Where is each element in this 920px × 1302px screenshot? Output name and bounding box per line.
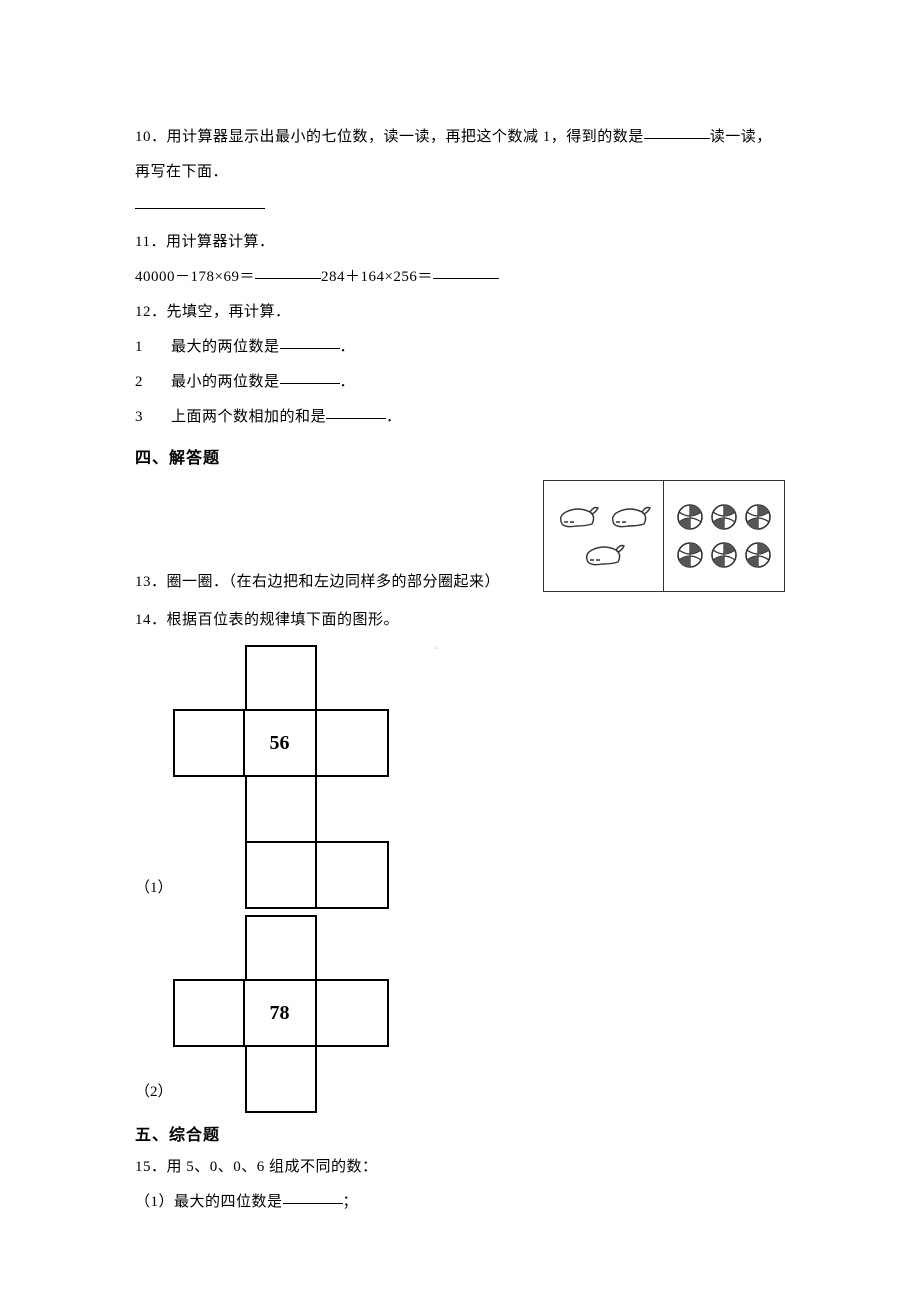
q13-text: 圈一圈．（在右边把和左边同样多的部分圈起来） bbox=[167, 574, 501, 590]
grid2-cell-center: 78 bbox=[243, 979, 317, 1047]
grid1-cell-right[interactable] bbox=[315, 709, 389, 777]
ball-icon bbox=[743, 502, 773, 532]
whale-icon bbox=[582, 540, 626, 570]
grid2-cell-right[interactable] bbox=[315, 979, 389, 1047]
grid1-cell-top[interactable] bbox=[245, 645, 317, 711]
q15-num: 15． bbox=[135, 1159, 167, 1175]
grid2-cell-bottom[interactable] bbox=[245, 1045, 317, 1113]
ball-icon bbox=[675, 502, 705, 532]
q10-line2: 再写在下面． bbox=[135, 156, 785, 189]
q14-grid1-wrap: （1） 56 bbox=[135, 645, 785, 909]
whale-icon bbox=[608, 502, 652, 532]
q12-item-2: 2最小的两位数是 ． bbox=[135, 366, 785, 399]
q15-sub1-tail: ； bbox=[343, 1194, 359, 1210]
ball-icon bbox=[743, 540, 773, 570]
grid1-cell-bottom-right[interactable] bbox=[315, 841, 389, 909]
q15-sub1-label: （1）最大的四位数是 bbox=[135, 1194, 283, 1210]
q12-blank-1[interactable] bbox=[280, 348, 340, 349]
ball-icon bbox=[709, 540, 739, 570]
q12-tail-3: ． bbox=[386, 409, 402, 425]
q12-idx-1: 1 bbox=[135, 331, 171, 364]
q12-tail-2: ． bbox=[340, 374, 356, 390]
q11-expr-line: 40000－178×69＝ 284＋164×256＝ bbox=[135, 261, 785, 294]
section-5-heading: 五、综合题 bbox=[135, 1121, 785, 1145]
q14-grid2-wrap: （2） 78 bbox=[135, 915, 785, 1113]
q10-line3 bbox=[135, 191, 785, 224]
q10-num: 10． bbox=[135, 129, 167, 145]
q12-item-3: 3上面两个数相加的和是 ． bbox=[135, 401, 785, 434]
q15-line: 15．用 5、0、0、6 组成不同的数： bbox=[135, 1151, 785, 1184]
q15-text: 用 5、0、0、6 组成不同的数： bbox=[167, 1159, 378, 1175]
q10-text-b: 读一读， bbox=[710, 129, 772, 145]
section-4-heading: 四、解答题 bbox=[135, 444, 785, 468]
q13-figure-box bbox=[543, 480, 785, 592]
grid2-cell-left[interactable] bbox=[173, 979, 245, 1047]
q12-blank-3[interactable] bbox=[326, 418, 386, 419]
q15-sub1: （1）最大的四位数是 ； bbox=[135, 1186, 785, 1219]
grid1-cell-left[interactable] bbox=[173, 709, 245, 777]
q13-right-panel bbox=[664, 481, 784, 591]
q14-text: 根据百位表的规律填下面的图形。 bbox=[167, 612, 400, 628]
q10-text-c: 再写在下面． bbox=[135, 164, 228, 180]
q14-g1-label: （1） bbox=[135, 872, 173, 909]
ball-icon bbox=[675, 540, 705, 570]
q12-text-2: 最小的两位数是 bbox=[171, 374, 280, 390]
q12-tail-1: ． bbox=[340, 339, 356, 355]
q12-idx-2: 2 bbox=[135, 366, 171, 399]
q13-left-panel bbox=[544, 481, 664, 591]
q11-title-line: 11．用计算器计算． bbox=[135, 226, 785, 259]
whale-icon bbox=[556, 502, 600, 532]
q12-title: 先填空，再计算． bbox=[167, 304, 291, 320]
grid2-cell-top[interactable] bbox=[245, 915, 317, 981]
q10-blank-1[interactable] bbox=[644, 138, 710, 139]
q11-expr1: 40000－178×69＝ bbox=[135, 269, 255, 285]
q12-item-1: 1最大的两位数是 ． bbox=[135, 331, 785, 364]
q12-num: 12． bbox=[135, 304, 167, 320]
grid1-cell-center: 56 bbox=[243, 709, 317, 777]
q12-idx-3: 3 bbox=[135, 401, 171, 434]
q11-blank-2[interactable] bbox=[433, 278, 499, 279]
q11-blank-1[interactable] bbox=[255, 278, 321, 279]
q14-num: 14． bbox=[135, 612, 167, 628]
q10-text-a: 用计算器显示出最小的七位数，读一读，再把这个数减 1，得到的数是 bbox=[167, 129, 644, 145]
q14-grid2: 78 bbox=[173, 915, 389, 1113]
q12-text-3: 上面两个数相加的和是 bbox=[171, 409, 326, 425]
q12-blank-2[interactable] bbox=[280, 383, 340, 384]
q13-num: 13． bbox=[135, 574, 167, 590]
q11-expr2: 284＋164×256＝ bbox=[321, 269, 433, 285]
q10-line1: 10．用计算器显示出最小的七位数，读一读，再把这个数减 1，得到的数是 读一读， bbox=[135, 121, 785, 154]
grid1-cell-below[interactable] bbox=[245, 775, 317, 843]
q14-g2-label: （2） bbox=[135, 1076, 173, 1113]
grid1-cell-bottom-left[interactable] bbox=[245, 841, 317, 909]
q11-title: 用计算器计算． bbox=[166, 234, 275, 250]
q14-grid1: 56 bbox=[173, 645, 389, 909]
q14-line: 14．根据百位表的规律填下面的图形。 bbox=[135, 604, 785, 637]
q12-text-1: 最大的两位数是 bbox=[171, 339, 280, 355]
q12-title-line: 12．先填空，再计算． bbox=[135, 296, 785, 329]
q11-num: 11． bbox=[135, 234, 166, 250]
q10-blank-2[interactable] bbox=[135, 208, 265, 209]
q15-blank-1[interactable] bbox=[283, 1203, 343, 1204]
pager-dot-icon: ▫ bbox=[435, 643, 451, 659]
ball-icon bbox=[709, 502, 739, 532]
